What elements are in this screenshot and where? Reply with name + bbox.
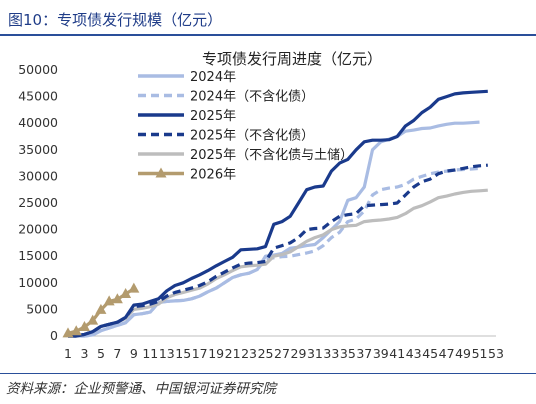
y-tick-label: 20000 [18,222,58,237]
series-marker [87,314,99,325]
y-tick-label: 25000 [18,195,58,210]
x-tick-label: 49 [455,346,471,361]
x-tick-label: 39 [373,346,389,361]
y-tick-label: 50000 [18,62,58,77]
series-marker [78,320,90,331]
x-tick-label: 31 [307,346,323,361]
series-marker [128,282,140,293]
x-tick-label: 45 [422,346,438,361]
x-tick-label: 23 [241,346,257,361]
legend-label: 2025年（不含化债与土储） [190,147,353,163]
x-tick-label: 29 [291,346,307,361]
y-tick-label: 40000 [18,115,58,130]
series-marker [103,295,115,306]
figure-source: 资料来源：企业预警通、中国银河证券研究院 [6,381,276,397]
y-tick-label: 5000 [26,301,58,316]
series-line-2 [68,89,488,338]
y-tick-label: 45000 [18,89,58,104]
x-tick-label: 5 [97,346,105,361]
x-tick-label: 53 [488,346,504,361]
legend-marker [155,167,167,178]
figure-title: 图10：专项债发行规模（亿元） [8,11,223,29]
chart-title: 专项债发行周进度（亿元） [202,50,382,68]
chart-axes: 0 5000 10000 15000 20000 25000 30000 35000 40000… [18,62,504,361]
footer-rule [0,373,536,374]
series-marker [70,325,82,336]
figure-header: 图10：专项债发行规模（亿元） [0,0,536,36]
x-tick-label: 1 [64,346,72,361]
x-tick-label: 21 [225,346,241,361]
series-marker [95,303,107,314]
x-tick-label: 11 [142,346,158,361]
x-tick-label: 47 [439,346,455,361]
line-chart: 专项债发行周进度（亿元） 0 5000 10000 15000 20000 25000 30… [18,50,504,361]
chart-series [62,89,488,338]
x-tick-label: 35 [340,346,356,361]
x-tick-label: 19 [208,346,224,361]
x-tick-label: 13 [159,346,175,361]
x-tick-label: 43 [406,346,422,361]
chart-legend: 2024年 2024年（不含化债） 2025年 2025年（不含化债） 2025年（不含… [138,70,353,183]
y-tick-label: 30000 [18,168,58,183]
x-tick-label: 51 [472,346,488,361]
x-tick-label: 17 [192,346,208,361]
y-tick-label: 10000 [18,275,58,290]
legend-label: 2025年（不含化债） [190,128,314,144]
legend-label: 2024年（不含化债） [190,89,314,105]
y-tick-label: 15000 [18,248,58,263]
y-tick-label: 35000 [18,142,58,157]
series-marker [120,287,132,298]
legend-label: 2026年 [190,168,236,183]
x-tick-label: 27 [274,346,290,361]
x-tick-label: 15 [175,346,191,361]
series-marker [62,327,74,338]
header-rule [0,34,536,36]
x-tick-label: 37 [356,346,372,361]
y-tick-label: 0 [50,328,58,343]
x-tick-label: 7 [113,346,121,361]
legend-label: 2024年 [190,70,236,85]
x-tick-label: 25 [258,346,274,361]
x-tick-label: 33 [323,346,339,361]
series-line-4 [68,188,488,338]
legend-label: 2025年 [190,109,236,124]
x-tick-label: 9 [130,346,138,361]
series-marker [111,293,123,304]
x-tick-label: 41 [389,346,405,361]
x-tick-label: 3 [80,346,88,361]
